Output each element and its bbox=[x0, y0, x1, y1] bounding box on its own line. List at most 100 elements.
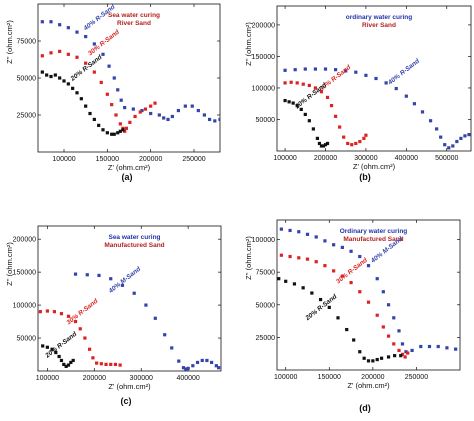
data-point bbox=[92, 117, 96, 122]
x-tick-label: 500000 bbox=[435, 155, 458, 162]
series-2 bbox=[279, 253, 410, 359]
data-point bbox=[163, 333, 167, 337]
data-point bbox=[114, 113, 118, 117]
data-point bbox=[62, 362, 66, 367]
data-point bbox=[162, 116, 166, 120]
data-point bbox=[288, 254, 292, 259]
data-area bbox=[283, 67, 471, 150]
data-point bbox=[120, 283, 125, 287]
data-point bbox=[305, 232, 310, 236]
y-tick-label: 50000 bbox=[256, 117, 276, 124]
data-point bbox=[97, 273, 101, 278]
data-point bbox=[349, 249, 353, 253]
data-point bbox=[381, 325, 385, 329]
data-point bbox=[295, 104, 299, 108]
data-point bbox=[213, 119, 217, 123]
data-point bbox=[118, 122, 122, 126]
data-point bbox=[45, 345, 49, 349]
x-tick-label: 300000 bbox=[130, 375, 153, 382]
data-point bbox=[149, 104, 153, 108]
data-point bbox=[99, 362, 103, 366]
series-2 bbox=[40, 49, 157, 133]
data-point bbox=[297, 256, 301, 260]
plot-frame bbox=[276, 5, 472, 152]
data-point bbox=[91, 356, 95, 360]
data-point bbox=[88, 111, 92, 116]
data-point bbox=[109, 362, 113, 367]
data-point bbox=[73, 272, 78, 276]
data-point bbox=[131, 107, 135, 111]
data-point bbox=[371, 359, 375, 363]
data-point bbox=[41, 344, 45, 348]
chart-title: Ordinary water curing bbox=[340, 228, 408, 235]
data-point bbox=[288, 228, 292, 233]
data-point bbox=[78, 327, 82, 331]
data-point bbox=[124, 126, 128, 130]
data-point bbox=[64, 364, 68, 368]
data-point bbox=[323, 67, 328, 71]
data-point bbox=[279, 253, 283, 257]
data-point bbox=[323, 143, 328, 147]
data-point bbox=[177, 359, 181, 363]
data-point bbox=[153, 316, 157, 320]
data-point bbox=[53, 73, 57, 77]
data-point bbox=[384, 81, 388, 85]
x-tick-label: 150000 bbox=[318, 374, 341, 381]
data-point bbox=[374, 76, 378, 81]
chart-subtitle: River Sand bbox=[117, 20, 151, 27]
data-point bbox=[443, 143, 447, 147]
data-point bbox=[45, 73, 49, 77]
data-point bbox=[217, 366, 221, 370]
data-point bbox=[400, 342, 405, 346]
data-point bbox=[313, 67, 317, 71]
y-tick-label: 200000 bbox=[252, 22, 275, 29]
data-point bbox=[66, 314, 71, 318]
y-axis-label: Z'' (ohm.cm²) bbox=[5, 20, 14, 64]
x-tick-label: 250000 bbox=[182, 156, 205, 163]
data-point bbox=[170, 346, 174, 350]
data-point bbox=[445, 346, 449, 350]
data-point bbox=[397, 329, 401, 333]
data-point bbox=[50, 347, 54, 351]
data-point bbox=[314, 260, 318, 264]
x-tick-label: 400000 bbox=[176, 375, 199, 382]
data-point bbox=[319, 144, 324, 148]
data-point bbox=[157, 113, 161, 117]
data-point bbox=[342, 135, 346, 139]
data-point bbox=[66, 26, 70, 30]
data-point bbox=[73, 319, 78, 324]
data-point bbox=[428, 119, 433, 123]
data-point bbox=[314, 235, 318, 239]
data-point bbox=[301, 286, 305, 290]
data-point bbox=[200, 358, 204, 363]
x-axis-label: Z' (ohm.cm²) bbox=[108, 163, 151, 172]
data-point bbox=[214, 364, 218, 368]
data-point bbox=[88, 347, 92, 351]
series-1 bbox=[279, 227, 458, 354]
data-point bbox=[85, 273, 89, 277]
data-point bbox=[176, 108, 180, 113]
data-point bbox=[366, 359, 371, 363]
data-point bbox=[59, 312, 64, 316]
data-point bbox=[419, 344, 423, 349]
chart-subtitle: Manufactured Sand bbox=[104, 242, 164, 249]
data-area bbox=[277, 227, 458, 363]
data-point bbox=[319, 90, 324, 94]
data-point bbox=[49, 51, 53, 55]
data-point bbox=[364, 73, 368, 77]
data-point bbox=[334, 114, 338, 118]
data-point bbox=[287, 100, 291, 104]
x-tick-label: 200000 bbox=[361, 374, 384, 381]
data-point bbox=[123, 129, 127, 133]
data-point bbox=[295, 81, 299, 85]
series-1 bbox=[283, 67, 471, 150]
data-point bbox=[299, 107, 303, 111]
panel-label: (b) bbox=[359, 172, 371, 182]
data-point bbox=[92, 42, 96, 46]
data-point bbox=[112, 132, 116, 136]
data-point bbox=[427, 344, 432, 349]
data-point bbox=[310, 291, 314, 295]
data-point bbox=[399, 354, 403, 358]
data-point bbox=[75, 30, 79, 34]
y-axis-label: Z'' (ohm.cm²) bbox=[5, 242, 14, 286]
